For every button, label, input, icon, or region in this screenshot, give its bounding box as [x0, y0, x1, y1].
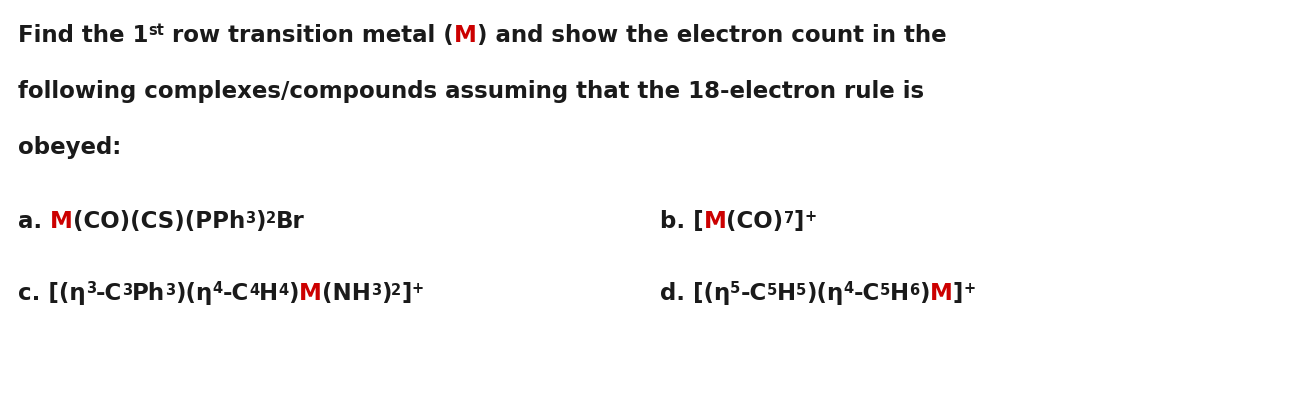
Text: c. [(η: c. [(η: [18, 282, 85, 305]
Text: M: M: [454, 24, 477, 47]
Text: (CO): (CO): [726, 210, 783, 233]
Text: M: M: [50, 210, 74, 233]
Text: +: +: [964, 281, 975, 296]
Text: H: H: [777, 282, 796, 305]
Text: M: M: [299, 282, 321, 305]
Text: 3: 3: [165, 283, 175, 298]
Text: (NH: (NH: [321, 282, 370, 305]
Text: 7: 7: [783, 211, 793, 226]
Text: ): ): [920, 282, 930, 305]
Text: obeyed:: obeyed:: [18, 136, 121, 159]
Text: +: +: [804, 209, 817, 224]
Text: 2: 2: [266, 211, 276, 226]
Text: ]: ]: [793, 210, 804, 233]
Text: 4: 4: [249, 283, 259, 298]
Text: 6: 6: [909, 283, 920, 298]
Text: ]: ]: [401, 282, 412, 305]
Text: a.: a.: [18, 210, 50, 233]
Text: Find the 1: Find the 1: [18, 24, 148, 47]
Text: ): ): [381, 282, 391, 305]
Text: H: H: [259, 282, 279, 305]
Text: -C: -C: [740, 282, 766, 305]
Text: 5: 5: [880, 283, 890, 298]
Text: Br: Br: [276, 210, 304, 233]
Text: M: M: [930, 282, 953, 305]
Text: -C: -C: [854, 282, 880, 305]
Text: H: H: [890, 282, 909, 305]
Text: ) and show the electron count in the: ) and show the electron count in the: [477, 24, 947, 47]
Text: )(η: )(η: [806, 282, 844, 305]
Text: (CO)(CS)(PPh: (CO)(CS)(PPh: [74, 210, 245, 233]
Text: b. [: b. [: [660, 210, 703, 233]
Text: )(η: )(η: [175, 282, 213, 305]
Text: ]: ]: [953, 282, 964, 305]
Text: 4: 4: [844, 281, 854, 296]
Text: 5: 5: [730, 281, 740, 296]
Text: following complexes/compounds assuming that the 18-electron rule is: following complexes/compounds assuming t…: [18, 80, 924, 103]
Text: 3: 3: [245, 211, 255, 226]
Text: Ph: Ph: [132, 282, 165, 305]
Text: 3: 3: [123, 283, 132, 298]
Text: st: st: [148, 23, 164, 38]
Text: -C: -C: [95, 282, 123, 305]
Text: 3: 3: [85, 281, 95, 296]
Text: 2: 2: [391, 283, 401, 298]
Text: -C: -C: [223, 282, 249, 305]
Text: 5: 5: [796, 283, 806, 298]
Text: 4: 4: [213, 281, 223, 296]
Text: +: +: [412, 281, 424, 296]
Text: ): ): [255, 210, 266, 233]
Text: M: M: [703, 210, 726, 233]
Text: row transition metal (: row transition metal (: [164, 24, 454, 47]
Text: d. [(η: d. [(η: [660, 282, 730, 305]
Text: 4: 4: [279, 283, 289, 298]
Text: ): ): [289, 282, 299, 305]
Text: 3: 3: [370, 283, 381, 298]
Text: 5: 5: [766, 283, 777, 298]
